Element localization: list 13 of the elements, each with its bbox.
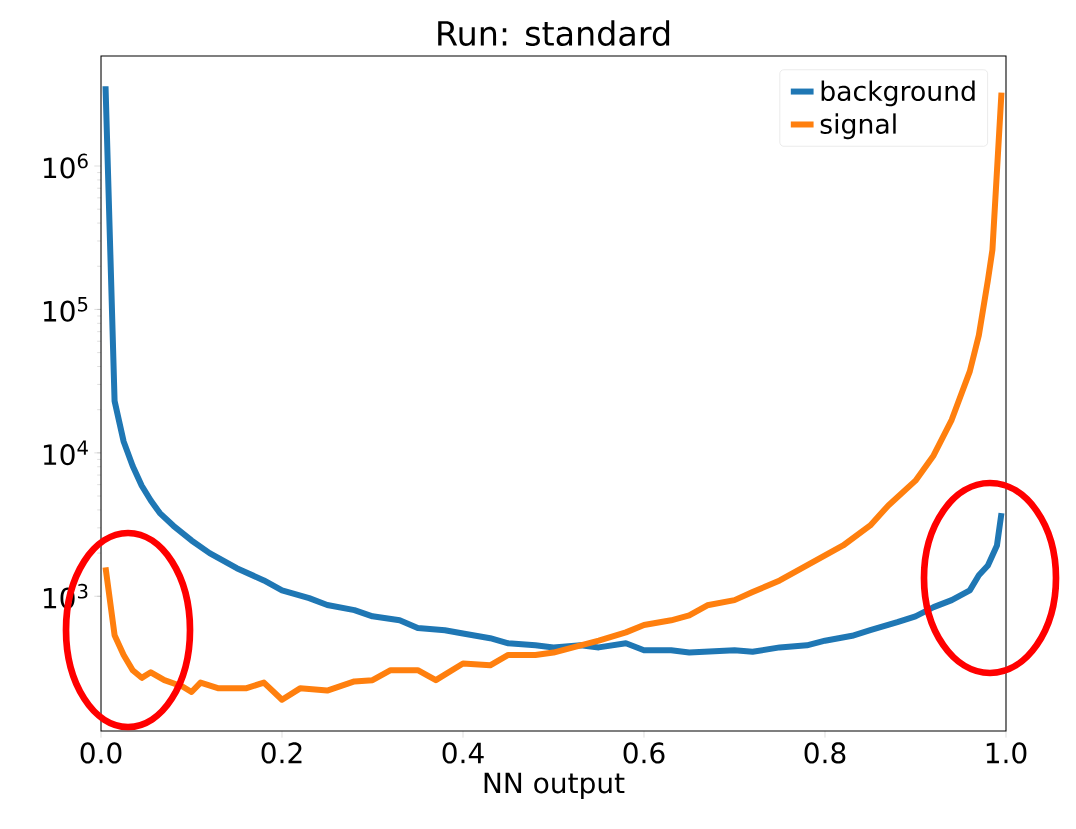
x-tick-label: 1.0 (986, 742, 1027, 764)
x-tick-label: 0.8 (804, 742, 846, 764)
legend-label: background (821, 80, 975, 107)
x-tick-label: 0.4 (442, 742, 484, 764)
x-tick-label: 0.0 (80, 742, 122, 764)
y-tick-label: 10$^{5}$ (43, 297, 88, 322)
x-tick-label: 0.6 (623, 742, 665, 764)
chart-title: Run: standard (438, 20, 670, 46)
y-tick-label: 10$^{4}$ (43, 440, 88, 466)
legend-label: signal (820, 113, 896, 140)
x-tick-label: 0.2 (261, 742, 302, 764)
y-tick-label: 10$^{6}$ (43, 153, 88, 179)
x-axis-title: NN output (484, 772, 625, 799)
